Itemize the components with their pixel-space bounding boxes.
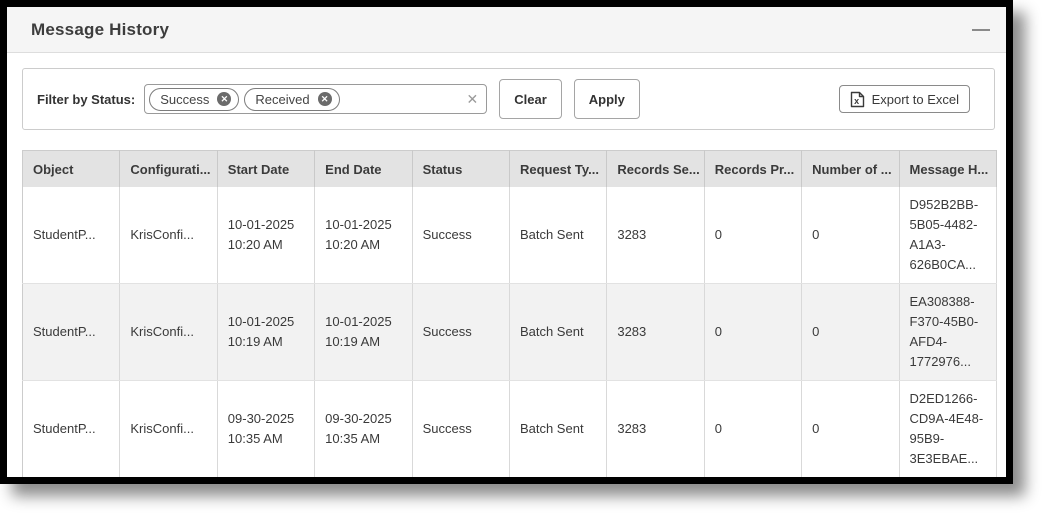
clear-selection-icon[interactable]: ✕ xyxy=(466,90,479,107)
excel-file-icon: x xyxy=(850,91,865,108)
table-cell: 0 xyxy=(704,187,803,284)
table-row-clipped xyxy=(23,478,997,485)
table-cell: Success xyxy=(412,380,510,477)
status-filter-chip[interactable]: Received ✕ xyxy=(244,87,340,111)
table-cell xyxy=(802,478,899,485)
table-header-row: Object Configurati... Start Date End Date St… xyxy=(22,150,998,187)
table-cell: 0 xyxy=(704,283,803,381)
column-header[interactable]: Start Date xyxy=(217,150,316,187)
table-cell: Batch Sent xyxy=(509,283,608,381)
page-title: Message History xyxy=(31,19,170,39)
table-cell xyxy=(315,478,412,485)
export-to-excel-button[interactable]: x Export to Excel xyxy=(838,85,970,113)
message-history-panel: Message History Filter by Status: Succes… xyxy=(0,0,1013,484)
chip-remove-icon[interactable]: ✕ xyxy=(317,92,332,106)
status-filter-chip[interactable]: Success ✕ xyxy=(149,87,240,111)
svg-text:x: x xyxy=(854,96,859,106)
table-cell: EA308388-F370-45B0-AFD4-1772976... xyxy=(899,283,998,381)
export-to-excel-label: Export to Excel xyxy=(871,91,959,107)
table-cell: 09-30-2025 10:35 AM xyxy=(217,380,316,477)
table-cell: 0 xyxy=(704,380,803,477)
column-header[interactable]: Object xyxy=(22,150,121,187)
filter-by-status-label: Filter by Status: xyxy=(37,91,136,107)
table-cell xyxy=(412,478,509,485)
table-cell: Batch Sent xyxy=(509,187,608,284)
table-cell: StudentP... xyxy=(22,187,121,284)
table-cell: KrisConfi... xyxy=(119,187,218,284)
table-cell: 10-01-2025 10:20 AM xyxy=(217,187,316,284)
table-cell: 3283 xyxy=(606,187,705,284)
chip-label: Received xyxy=(255,91,310,107)
column-header[interactable]: Records Pr... xyxy=(704,150,803,187)
clear-button[interactable]: Clear xyxy=(499,79,562,119)
table-cell: Success xyxy=(412,283,510,381)
table-cell: Batch Sent xyxy=(509,380,608,477)
table-cell: 0 xyxy=(801,380,900,477)
table-cell: 3283 xyxy=(606,283,705,381)
table-cell xyxy=(23,478,120,485)
table-row[interactable]: StudentP... KrisConfi... 09-30-2025 10:35 … xyxy=(22,380,998,477)
filter-toolbar: Filter by Status: Success ✕ Received ✕ ✕ Cl… xyxy=(22,68,995,130)
column-header[interactable]: End Date xyxy=(314,150,413,187)
table-cell: 09-30-2025 10:35 AM xyxy=(314,380,413,477)
column-header[interactable]: Number of ... xyxy=(801,150,900,187)
table-cell xyxy=(899,478,996,485)
table-cell: D952B2BB-5B05-4482-A1A3-626B0CA... xyxy=(899,187,998,284)
column-header[interactable]: Records Se... xyxy=(606,150,705,187)
panel-title-bar: Message History xyxy=(7,7,1006,53)
column-header[interactable]: Status xyxy=(412,150,510,187)
column-header[interactable]: Request Ty... xyxy=(509,150,608,187)
table-cell: 3283 xyxy=(606,380,705,477)
table-cell: D2ED1266-CD9A-4E48-95B9-3E3EBAE... xyxy=(899,380,998,477)
chip-label: Success xyxy=(160,91,210,107)
table-cell: StudentP... xyxy=(22,380,121,477)
table-cell xyxy=(217,478,314,485)
table-cell: StudentP... xyxy=(22,283,121,381)
table-cell: 0 xyxy=(801,187,900,284)
chip-list: Success ✕ Received ✕ xyxy=(149,87,340,111)
minimize-icon[interactable] xyxy=(972,22,990,38)
table-cell: 0 xyxy=(801,283,900,381)
column-header[interactable]: Configurati... xyxy=(119,150,218,187)
message-history-grid: Object Configurati... Start Date End Date St… xyxy=(22,150,998,477)
chip-remove-icon[interactable]: ✕ xyxy=(217,92,232,106)
table-cell xyxy=(607,478,704,485)
table-cell: 10-01-2025 10:19 AM xyxy=(217,283,316,381)
table-cell: 10-01-2025 10:20 AM xyxy=(314,187,413,284)
table-cell: 10-01-2025 10:19 AM xyxy=(314,283,413,381)
table-row[interactable]: StudentP... KrisConfi... 10-01-2025 10:19 … xyxy=(22,283,998,381)
table-cell: KrisConfi... xyxy=(119,283,218,381)
table-cell: KrisConfi... xyxy=(119,380,218,477)
table-body: StudentP... KrisConfi... 10-01-2025 10:20 … xyxy=(22,187,998,485)
table-cell xyxy=(704,478,801,485)
table-row[interactable]: StudentP... KrisConfi... 10-01-2025 10:20 … xyxy=(22,187,998,284)
apply-button[interactable]: Apply xyxy=(573,79,640,119)
column-header[interactable]: Message H... xyxy=(899,150,998,187)
table-cell xyxy=(120,478,217,485)
table-cell: Success xyxy=(412,187,510,284)
table-cell xyxy=(509,478,606,485)
status-multiselect[interactable]: Success ✕ Received ✕ ✕ xyxy=(144,84,488,114)
